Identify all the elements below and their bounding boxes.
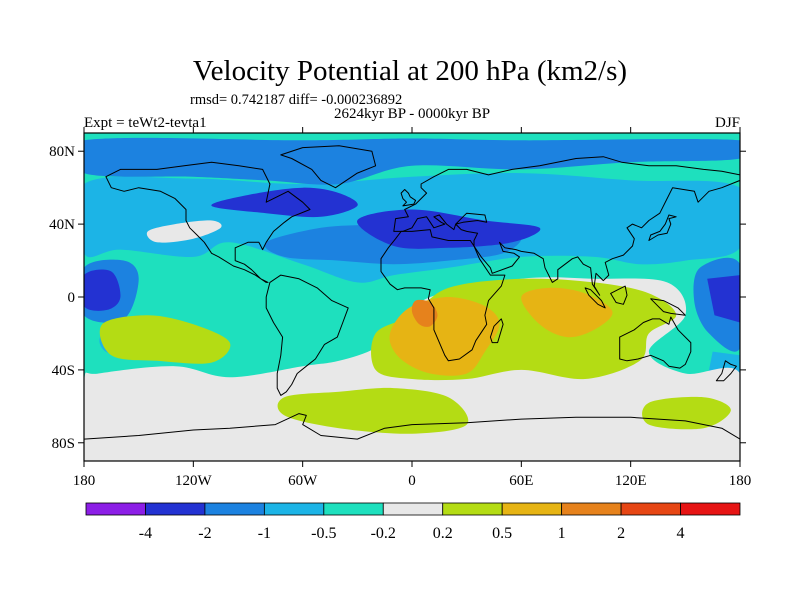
- colorbar-label-4: -0.2: [371, 525, 396, 542]
- coastline-greenland: [280, 145, 377, 189]
- colorbar-label-1: -2: [198, 525, 211, 542]
- contour-level-6-region-0: [99, 315, 231, 364]
- latitude-axis: 80N 40N 0 40S 80S: [49, 144, 746, 452]
- colorbar-label-8: 2: [617, 525, 625, 542]
- coastline-uk: [400, 189, 417, 207]
- colorbar-swatch-1: [145, 502, 206, 516]
- colorbar-label-0: -4: [139, 525, 152, 542]
- contour-level-8-region-0: [411, 299, 438, 327]
- lat-tick-label-4: 80S: [52, 436, 75, 452]
- contour-level-1-region-1: [357, 209, 541, 249]
- colorbar-swatch-4: [323, 502, 384, 516]
- coastline-sumatra: [584, 287, 606, 309]
- contour-level-6-region-3: [642, 396, 731, 430]
- coastline-antarctica: [84, 413, 740, 461]
- coastline-north-america: [105, 161, 311, 283]
- lat-tick-label-1: 40N: [49, 217, 75, 233]
- contour-level-7-region-1: [521, 287, 613, 338]
- lon-tick-label-6: 180: [729, 473, 752, 489]
- period-label: 2624kyr BP - 0000kyr BP: [334, 106, 490, 122]
- colorbar-label-7: 1: [558, 525, 566, 542]
- coastline-eurasia: [393, 156, 740, 296]
- colorbar-label-6: 0.5: [492, 525, 512, 542]
- colorbar: -4 -2 -1 -0.5 -0.2 0.2 0.5 1 2 4: [85, 502, 741, 542]
- coastline-borneo: [610, 285, 628, 305]
- lon-tick-label-3: 0: [408, 473, 416, 489]
- colorbar-swatch-8: [561, 502, 622, 516]
- contour-level-1-region-0: [211, 187, 358, 218]
- colorbar-label-9: 4: [677, 525, 685, 542]
- coastline-new-guinea: [650, 298, 686, 316]
- coastline-new-zealand: [715, 360, 737, 382]
- contour-level-5-region-1: [146, 220, 222, 243]
- colorbar-label-5: 0.2: [433, 525, 453, 542]
- lon-tick-label-1: 120W: [175, 473, 213, 489]
- coastline-japan: [648, 214, 677, 241]
- contour-level-6-region-2: [277, 387, 469, 434]
- lon-tick-label-5: 120E: [615, 473, 647, 489]
- coastline-madagascar: [489, 318, 504, 344]
- lat-tick-label-0: 80N: [49, 144, 75, 160]
- stats-line: rmsd= 0.742187 diff= -0.000236892: [190, 92, 402, 108]
- contour-level-1-region-2: [84, 269, 121, 311]
- experiment-label: Expt = teWt2-tevta1: [84, 115, 207, 131]
- colorbar-swatch-7: [501, 502, 563, 516]
- coastlines: [84, 145, 740, 461]
- plot-title: Velocity Potential at 200 hPa (km2/s): [193, 55, 627, 87]
- colorbar-swatch-10: [680, 502, 741, 516]
- coastline-africa: [380, 229, 506, 362]
- colorbar-swatch-9: [620, 502, 681, 516]
- lon-tick-label-2: 60W: [288, 473, 318, 489]
- colorbar-label-2: -1: [258, 525, 271, 542]
- colorbar-swatch-2: [204, 502, 265, 516]
- longitude-axis: 180 120W 60W 0 60E 120E 180: [73, 127, 752, 489]
- colorbar-label-3: -0.5: [311, 525, 336, 542]
- colorbar-swatch-5: [382, 502, 444, 516]
- colorbar-swatch-6: [442, 502, 503, 516]
- colorbar-swatch-0: [85, 502, 146, 516]
- lat-tick-label-2: 0: [68, 290, 76, 306]
- velocity-potential-field: [84, 133, 740, 461]
- lon-tick-label-4: 60E: [509, 473, 533, 489]
- season-label: DJF: [715, 115, 740, 131]
- colorbar-swatch-3: [263, 502, 325, 516]
- coastline-australia: [619, 316, 692, 369]
- contour-level-2-region-0: [84, 137, 740, 185]
- contour-level-1-region-3: [707, 275, 740, 323]
- coastline-south-america: [265, 274, 349, 396]
- lon-tick-label-0: 180: [73, 473, 96, 489]
- lat-tick-label-3: 40S: [52, 363, 75, 379]
